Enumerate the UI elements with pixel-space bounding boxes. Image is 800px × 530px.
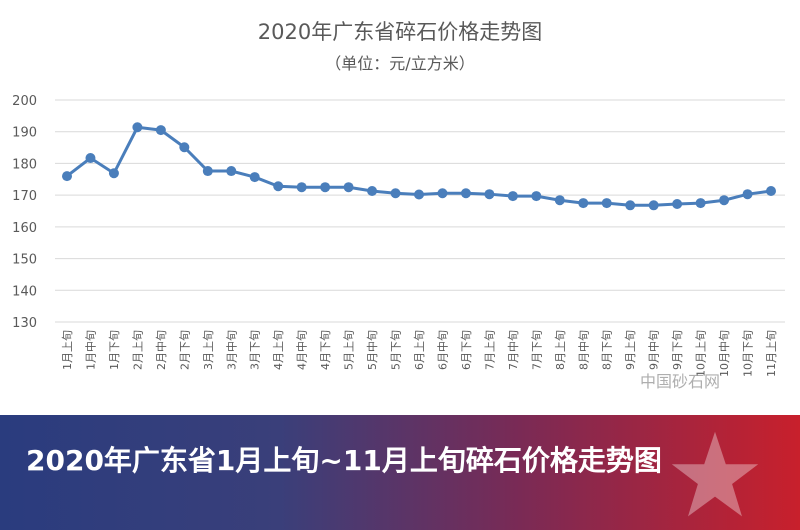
data-point: [484, 189, 495, 200]
line-chart: 200 190 180 170 160 150 140 130 1月上旬 1月中旬 1月下旬 2月上旬…: [12, 94, 785, 377]
x-tick-label: 8月下旬: [601, 330, 614, 370]
data-point: [601, 198, 612, 209]
x-tick-label: 6月上旬: [413, 330, 426, 370]
y-tick-label: 150: [12, 253, 37, 268]
data-point: [202, 166, 213, 177]
banner: 2020年广东省1月上旬~11月上旬碎石价格走势图: [0, 415, 800, 530]
y-tick-label: 140: [12, 284, 37, 299]
star-icon: [671, 431, 759, 517]
data-point: [108, 168, 119, 179]
data-point: [367, 186, 378, 197]
x-tick-label: 7月下旬: [530, 330, 543, 370]
x-tick-label: 1月下旬: [108, 330, 121, 370]
data-point: [625, 200, 636, 211]
x-tick-label: 2月上旬: [131, 330, 144, 370]
x-tick-label: 4月下旬: [319, 330, 332, 370]
data-point: [507, 191, 518, 202]
x-tick-label: 3月上旬: [202, 330, 215, 370]
data-point: [132, 122, 143, 133]
y-tick-label: 160: [12, 221, 37, 236]
data-point: [179, 142, 190, 153]
x-tick-label: 6月中旬: [436, 330, 449, 370]
data-point: [531, 191, 542, 202]
data-point: [155, 125, 166, 136]
x-tick-label: 5月上旬: [343, 330, 356, 370]
chart-title: 2020年广东省碎石价格走势图: [257, 20, 543, 44]
x-tick-label: 5月下旬: [390, 330, 403, 370]
data-point: [460, 188, 471, 199]
banner-title: 2020年广东省1月上旬~11月上旬碎石价格走势图: [26, 444, 662, 477]
data-point: [414, 189, 424, 200]
data-point: [85, 153, 96, 164]
x-tick-label: 10月上旬: [695, 330, 708, 377]
x-tick-label: 9月下旬: [671, 330, 684, 370]
x-tick-label: 4月上旬: [272, 330, 285, 370]
data-point: [273, 181, 284, 192]
x-tick-label: 11月上旬: [765, 330, 778, 377]
x-tick-label: 10月下旬: [742, 330, 755, 377]
x-tick-label: 6月下旬: [460, 330, 473, 370]
data-point: [226, 166, 237, 177]
x-tick-label: 2月中旬: [155, 330, 168, 370]
data-point: [390, 188, 401, 199]
x-tick-label: 8月上旬: [554, 330, 567, 370]
y-tick-label: 190: [12, 126, 37, 141]
y-tick-label: 170: [12, 189, 37, 204]
data-point: [578, 198, 589, 209]
y-tick-label: 200: [12, 94, 37, 109]
x-tick-label: 7月中旬: [507, 330, 520, 370]
data-point: [343, 182, 354, 193]
x-tick-label: 3月中旬: [225, 330, 238, 370]
data-point: [766, 186, 776, 197]
watermark: 中国砂石网: [640, 372, 721, 391]
data-point: [695, 198, 706, 209]
data-point: [672, 199, 683, 210]
x-tick-label: 5月中旬: [366, 330, 379, 370]
x-tick-label: 7月上旬: [483, 330, 496, 370]
data-point: [648, 200, 659, 211]
x-tick-label: 3月下旬: [249, 330, 262, 370]
x-tick-label: 1月中旬: [84, 330, 97, 370]
x-tick-label: 2月下旬: [178, 330, 191, 370]
chart-subtitle: （单位：元/立方米）: [325, 54, 475, 73]
x-tick-label: 4月中旬: [296, 330, 309, 370]
x-tick-label: 8月中旬: [577, 330, 590, 370]
data-point: [742, 189, 753, 200]
data-point: [296, 182, 307, 193]
x-tick-label: 1月上旬: [61, 330, 74, 370]
x-tick-label: 10月中旬: [718, 330, 731, 377]
x-tick-label: 9月上旬: [624, 330, 637, 370]
data-point: [719, 195, 730, 206]
data-point: [320, 182, 331, 193]
x-tick-label: 9月中旬: [648, 330, 661, 370]
data-point: [62, 171, 72, 182]
y-tick-label: 130: [12, 316, 37, 331]
data-point: [554, 195, 565, 206]
data-point: [437, 188, 448, 199]
data-point: [249, 172, 260, 183]
y-tick-label: 180: [12, 157, 37, 172]
